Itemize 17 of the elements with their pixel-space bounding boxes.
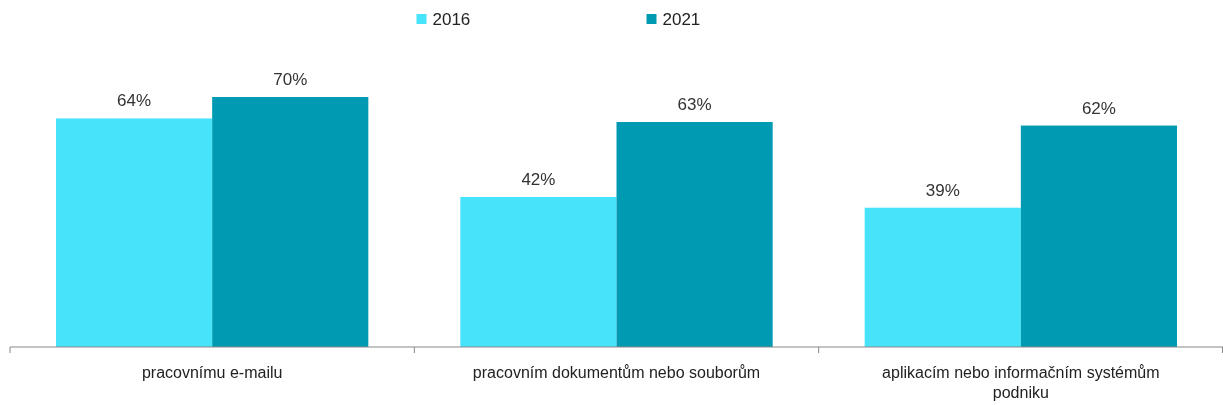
- x-tick-label: pracovním dokumentům nebo souborům: [472, 364, 761, 381]
- x-tick-label: aplikacím nebo informačním systémům podniku: [882, 364, 1160, 401]
- data-label: 64%: [117, 91, 152, 111]
- data-label: 63%: [677, 95, 712, 114]
- data-label: 42%: [521, 170, 556, 189]
- data-label: 70%: [273, 70, 308, 89]
- data-label: 39%: [925, 180, 960, 200]
- legend-label: 2016: [432, 10, 471, 29]
- bar: [460, 197, 617, 347]
- x-tick-label: pracovnímu e-mailu: [141, 364, 283, 381]
- bar: [616, 122, 773, 347]
- data-label: 62%: [1081, 98, 1116, 118]
- bar: [56, 118, 213, 347]
- bar: [1020, 125, 1177, 347]
- bar: [864, 207, 1021, 347]
- legend-label: 2021: [662, 10, 701, 29]
- bar: [212, 97, 369, 347]
